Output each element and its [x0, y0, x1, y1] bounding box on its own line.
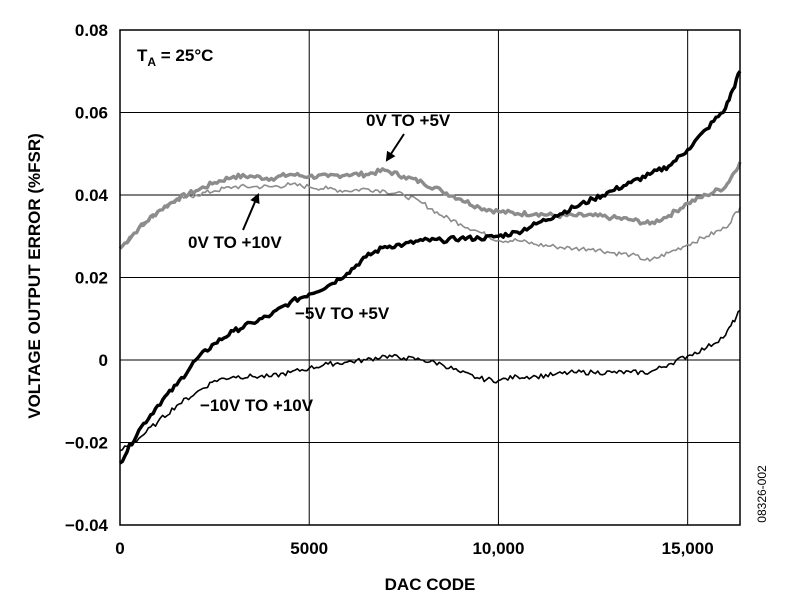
tick-labels: 0 5000 10,000 15,000 −0.04 −0.02 0 0.02 0.04 0.06… — [65, 21, 714, 558]
series-line-2 — [119, 70, 742, 465]
grid — [120, 30, 740, 525]
condition-t: T — [137, 46, 148, 65]
annotation-arrow-0 — [385, 133, 405, 162]
annotation-0v-to-5v: 0V TO +5V — [366, 111, 451, 130]
x-tick-label-3: 15,000 — [662, 539, 714, 558]
y-tick-label-2: 0 — [99, 351, 108, 370]
y-tick-label-0: −0.04 — [65, 516, 109, 535]
condition-sub: A — [147, 55, 156, 69]
annotation-m10v-to-10v: −10V TO +10V — [200, 396, 314, 415]
condition-label: TA = 25°C — [137, 46, 213, 69]
y-tick-label-6: 0.08 — [75, 21, 108, 40]
figure-id: 08326-002 — [755, 465, 769, 523]
annotation-arrow-1 — [242, 192, 260, 231]
series-group — [118, 70, 742, 465]
annotation-m5v-to-5v: −5V TO +5V — [295, 304, 390, 323]
series-line-0 — [118, 161, 742, 250]
condition-rest: = 25°C — [156, 46, 213, 65]
x-tick-label-2: 10,000 — [472, 539, 524, 558]
annotation-0v-to-10v: 0V TO +10V — [188, 233, 282, 252]
x-tick-label-0: 0 — [115, 539, 124, 558]
y-tick-label-3: 0.02 — [75, 269, 108, 288]
annotation-arrows — [242, 133, 405, 231]
plot-frame — [119, 29, 741, 526]
x-tick-label-1: 5000 — [290, 539, 328, 558]
y-axis-label: VOLTAGE OUTPUT ERROR (%FSR) — [25, 133, 44, 419]
y-tick-label-5: 0.06 — [75, 104, 108, 123]
series-line-1 — [119, 182, 741, 262]
series-line-3 — [119, 309, 741, 452]
y-tick-label-4: 0.04 — [75, 186, 109, 205]
y-tick-label-1: −0.02 — [65, 434, 108, 453]
x-axis-label: DAC CODE — [385, 575, 476, 594]
